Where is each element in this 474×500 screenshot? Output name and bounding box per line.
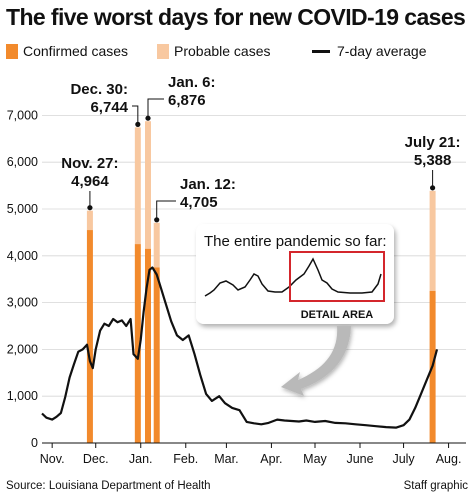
legend-probable: Probable cases	[157, 42, 271, 60]
annotation-dot	[145, 115, 151, 121]
bar-probable	[134, 127, 141, 245]
inset-title: The entire pandemic so far:	[204, 233, 387, 250]
x-tick-label: July	[392, 452, 415, 466]
bar-annotation-value: 5,388	[414, 152, 452, 169]
y-tick-label: 6,000	[7, 155, 38, 169]
bar-confirmed	[86, 230, 93, 443]
y-tick-label: 7,000	[7, 108, 38, 122]
x-tick-label: Mar.	[214, 452, 238, 466]
gridlines	[42, 115, 466, 397]
bar-annotation-date: Nov. 27:	[61, 155, 118, 172]
bar-annotation-value: 6,876	[168, 92, 206, 109]
bar-confirmed	[145, 248, 151, 443]
x-tick-label: Apr.	[260, 452, 282, 466]
legend-average: 7-day average	[312, 42, 427, 60]
credit-note: Staff graphic	[403, 480, 468, 492]
x-tick-label: Jan.	[129, 452, 153, 466]
annotation-dot	[87, 205, 93, 211]
annotation-dot	[430, 185, 436, 191]
x-tick-label: Feb.	[173, 452, 198, 466]
bar-annotation-date: July 21:	[405, 134, 461, 151]
legend-probable-label: Probable cases	[174, 43, 271, 59]
legend-confirmed-label: Confirmed cases	[23, 43, 129, 59]
bar-annotation-date: Jan. 6:	[168, 74, 216, 91]
bar-annotation-value: 4,705	[180, 194, 218, 211]
y-tick-label: 1,000	[7, 389, 38, 403]
y-axis-ticks: 0 1,000 2,000 3,000 4,000 5,000 6,000 7,000	[7, 108, 38, 450]
legend-probable-swatch	[157, 43, 169, 59]
bar-probable	[145, 121, 151, 249]
legend-average-label: 7-day average	[337, 43, 427, 59]
y-tick-label: 3,000	[7, 296, 38, 310]
x-axis-ticks: Nov. Dec. Jan. Feb. Mar. Apr. May June July Aug.	[40, 443, 462, 466]
inset-background	[196, 224, 394, 324]
x-tick-label: Nov.	[40, 452, 65, 466]
source-note: Source: Louisiana Department of Health	[6, 480, 211, 492]
bar-probable	[86, 210, 93, 231]
legend-average-swatch	[312, 49, 330, 53]
bar-probable	[153, 222, 160, 268]
annotation-leader	[132, 105, 139, 125]
bar-annotation-value: 6,744	[90, 99, 128, 116]
inset-detail-label: DETAIL AREA	[301, 309, 374, 321]
inset-detail-box	[289, 251, 385, 302]
legend-confirmed: Confirmed cases	[6, 42, 128, 60]
x-tick-label: June	[346, 452, 373, 466]
bar-confirmed	[153, 267, 160, 443]
chart-title: The five worst days for new COVID-19 cas…	[6, 4, 466, 30]
y-tick-label: 5,000	[7, 202, 38, 216]
bar-annotation-date: Jan. 12:	[180, 176, 236, 193]
inset-panel: The entire pandemic so far: DETAIL AREA	[196, 224, 394, 324]
pointer-arrow-icon	[281, 326, 351, 396]
annotation-leader	[156, 200, 176, 220]
bar-annotation-date: Dec. 30:	[70, 81, 128, 98]
annotation-dot	[154, 217, 160, 223]
x-tick-label: Dec.	[83, 452, 109, 466]
bar-annotations: Nov. 27:4,964 Dec. 30:6,744 Jan. 6:6,876 Ja…	[61, 74, 461, 223]
seven-day-average-line	[41, 266, 439, 429]
y-tick-label: 0	[31, 436, 38, 450]
x-tick-label: Aug.	[436, 452, 462, 466]
x-tick-label: May	[303, 452, 327, 466]
bar-probable	[429, 190, 436, 291]
y-tick-label: 2,000	[7, 342, 38, 356]
y-tick-label: 4,000	[7, 249, 38, 263]
bar-confirmed	[134, 244, 141, 443]
legend-confirmed-swatch	[6, 43, 18, 59]
annotation-leader	[147, 98, 164, 119]
annotation-dot	[135, 121, 141, 127]
inset-pandemic-line	[204, 257, 382, 297]
bar-annotation-value: 4,964	[71, 173, 109, 190]
